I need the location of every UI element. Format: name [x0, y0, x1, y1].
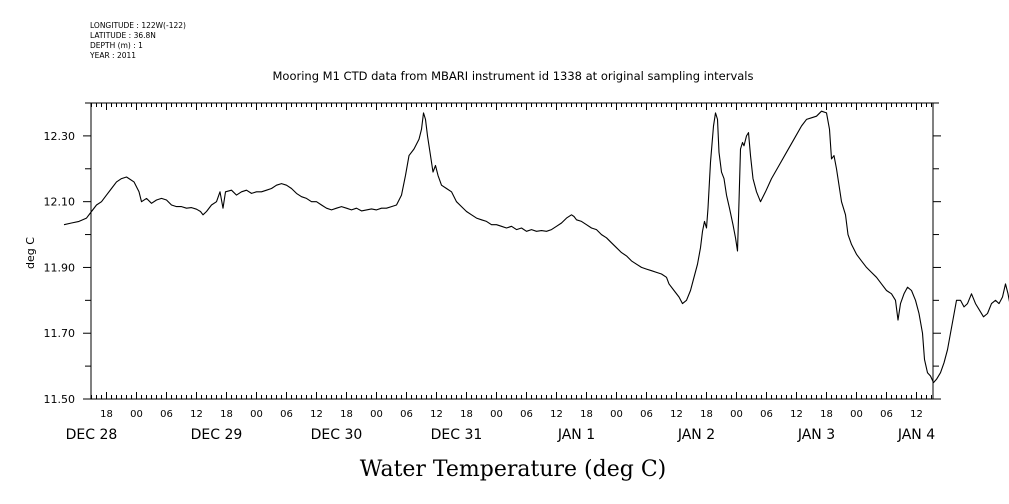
x-hour-tick-label: 18	[580, 409, 593, 420]
x-hour-tick-label: 06	[400, 409, 413, 420]
x-hour-tick-label: 00	[370, 409, 383, 420]
year-text: YEAR : 2011	[90, 51, 137, 60]
temperature-series-line	[63, 110, 1009, 384]
x-hour-tick-label: 12	[310, 409, 323, 420]
x-hour-tick-label: 06	[760, 409, 773, 420]
y-tick-label: 12.10	[44, 196, 76, 209]
x-date-label: DEC 30	[311, 427, 363, 443]
x-hour-tick-label: 12	[670, 409, 683, 420]
axis-layer: 11.50 11.70 11.90 12.10 12.30 18 00 06 12 18 00 06 1…	[44, 102, 941, 443]
y-tick-label: 12.30	[44, 130, 76, 143]
x-hour-tick-label: 06	[520, 409, 533, 420]
y-tick-label: 11.70	[44, 327, 76, 340]
x-hour-tick-label: 18	[220, 409, 233, 420]
y-tick-label: 11.90	[44, 261, 76, 274]
chart-title: Mooring M1 CTD data from MBARI instrumen…	[273, 69, 754, 83]
x-hour-tick-label: 12	[190, 409, 203, 420]
x-hour-tick-label: 00	[130, 409, 143, 420]
x-hour-tick-label: 00	[250, 409, 263, 420]
x-hour-tick-label: 06	[160, 409, 173, 420]
x-date-label: JAN 4	[897, 427, 935, 443]
x-date-label: DEC 28	[66, 427, 118, 443]
plot-frame	[90, 102, 934, 400]
x-hour-tick-label: 12	[430, 409, 443, 420]
x-hour-tick-label: 18	[820, 409, 833, 420]
x-hour-tick-label: 18	[340, 409, 353, 420]
x-hour-tick-label: 12	[550, 409, 563, 420]
x-date-label: JAN 1	[557, 427, 595, 443]
x-hour-tick-label: 00	[610, 409, 623, 420]
y-axis-label: deg C	[24, 237, 37, 269]
x-hour-tick-label: 00	[490, 409, 503, 420]
x-hour-tick-label: 18	[700, 409, 713, 420]
y-tick-label: 11.50	[44, 393, 76, 406]
latitude-text: LATITUDE : 36.8N	[90, 31, 156, 40]
depth-text: DEPTH (m) : 1	[90, 41, 143, 50]
x-hour-tick-label: 06	[280, 409, 293, 420]
x-hour-tick-label: 00	[850, 409, 863, 420]
x-axis-title: Water Temperature (deg C)	[360, 457, 667, 482]
x-date-label: DEC 31	[431, 427, 483, 443]
x-date-label: DEC 29	[191, 427, 243, 443]
x-date-label: JAN 2	[677, 427, 715, 443]
x-hour-tick-label: 00	[730, 409, 743, 420]
x-hour-tick-label: 18	[100, 409, 113, 420]
longitude-text: LONGITUDE : 122W(-122)	[90, 21, 186, 30]
x-hour-tick-label: 06	[640, 409, 653, 420]
x-date-label: JAN 3	[797, 427, 835, 443]
x-hour-tick-label: 18	[460, 409, 473, 420]
x-hour-tick-label: 12	[790, 409, 803, 420]
x-hour-tick-label: 06	[880, 409, 893, 420]
metadata-block: LONGITUDE : 122W(-122) LATITUDE : 36.8N …	[90, 21, 186, 61]
x-hour-tick-label: 12	[910, 409, 923, 420]
